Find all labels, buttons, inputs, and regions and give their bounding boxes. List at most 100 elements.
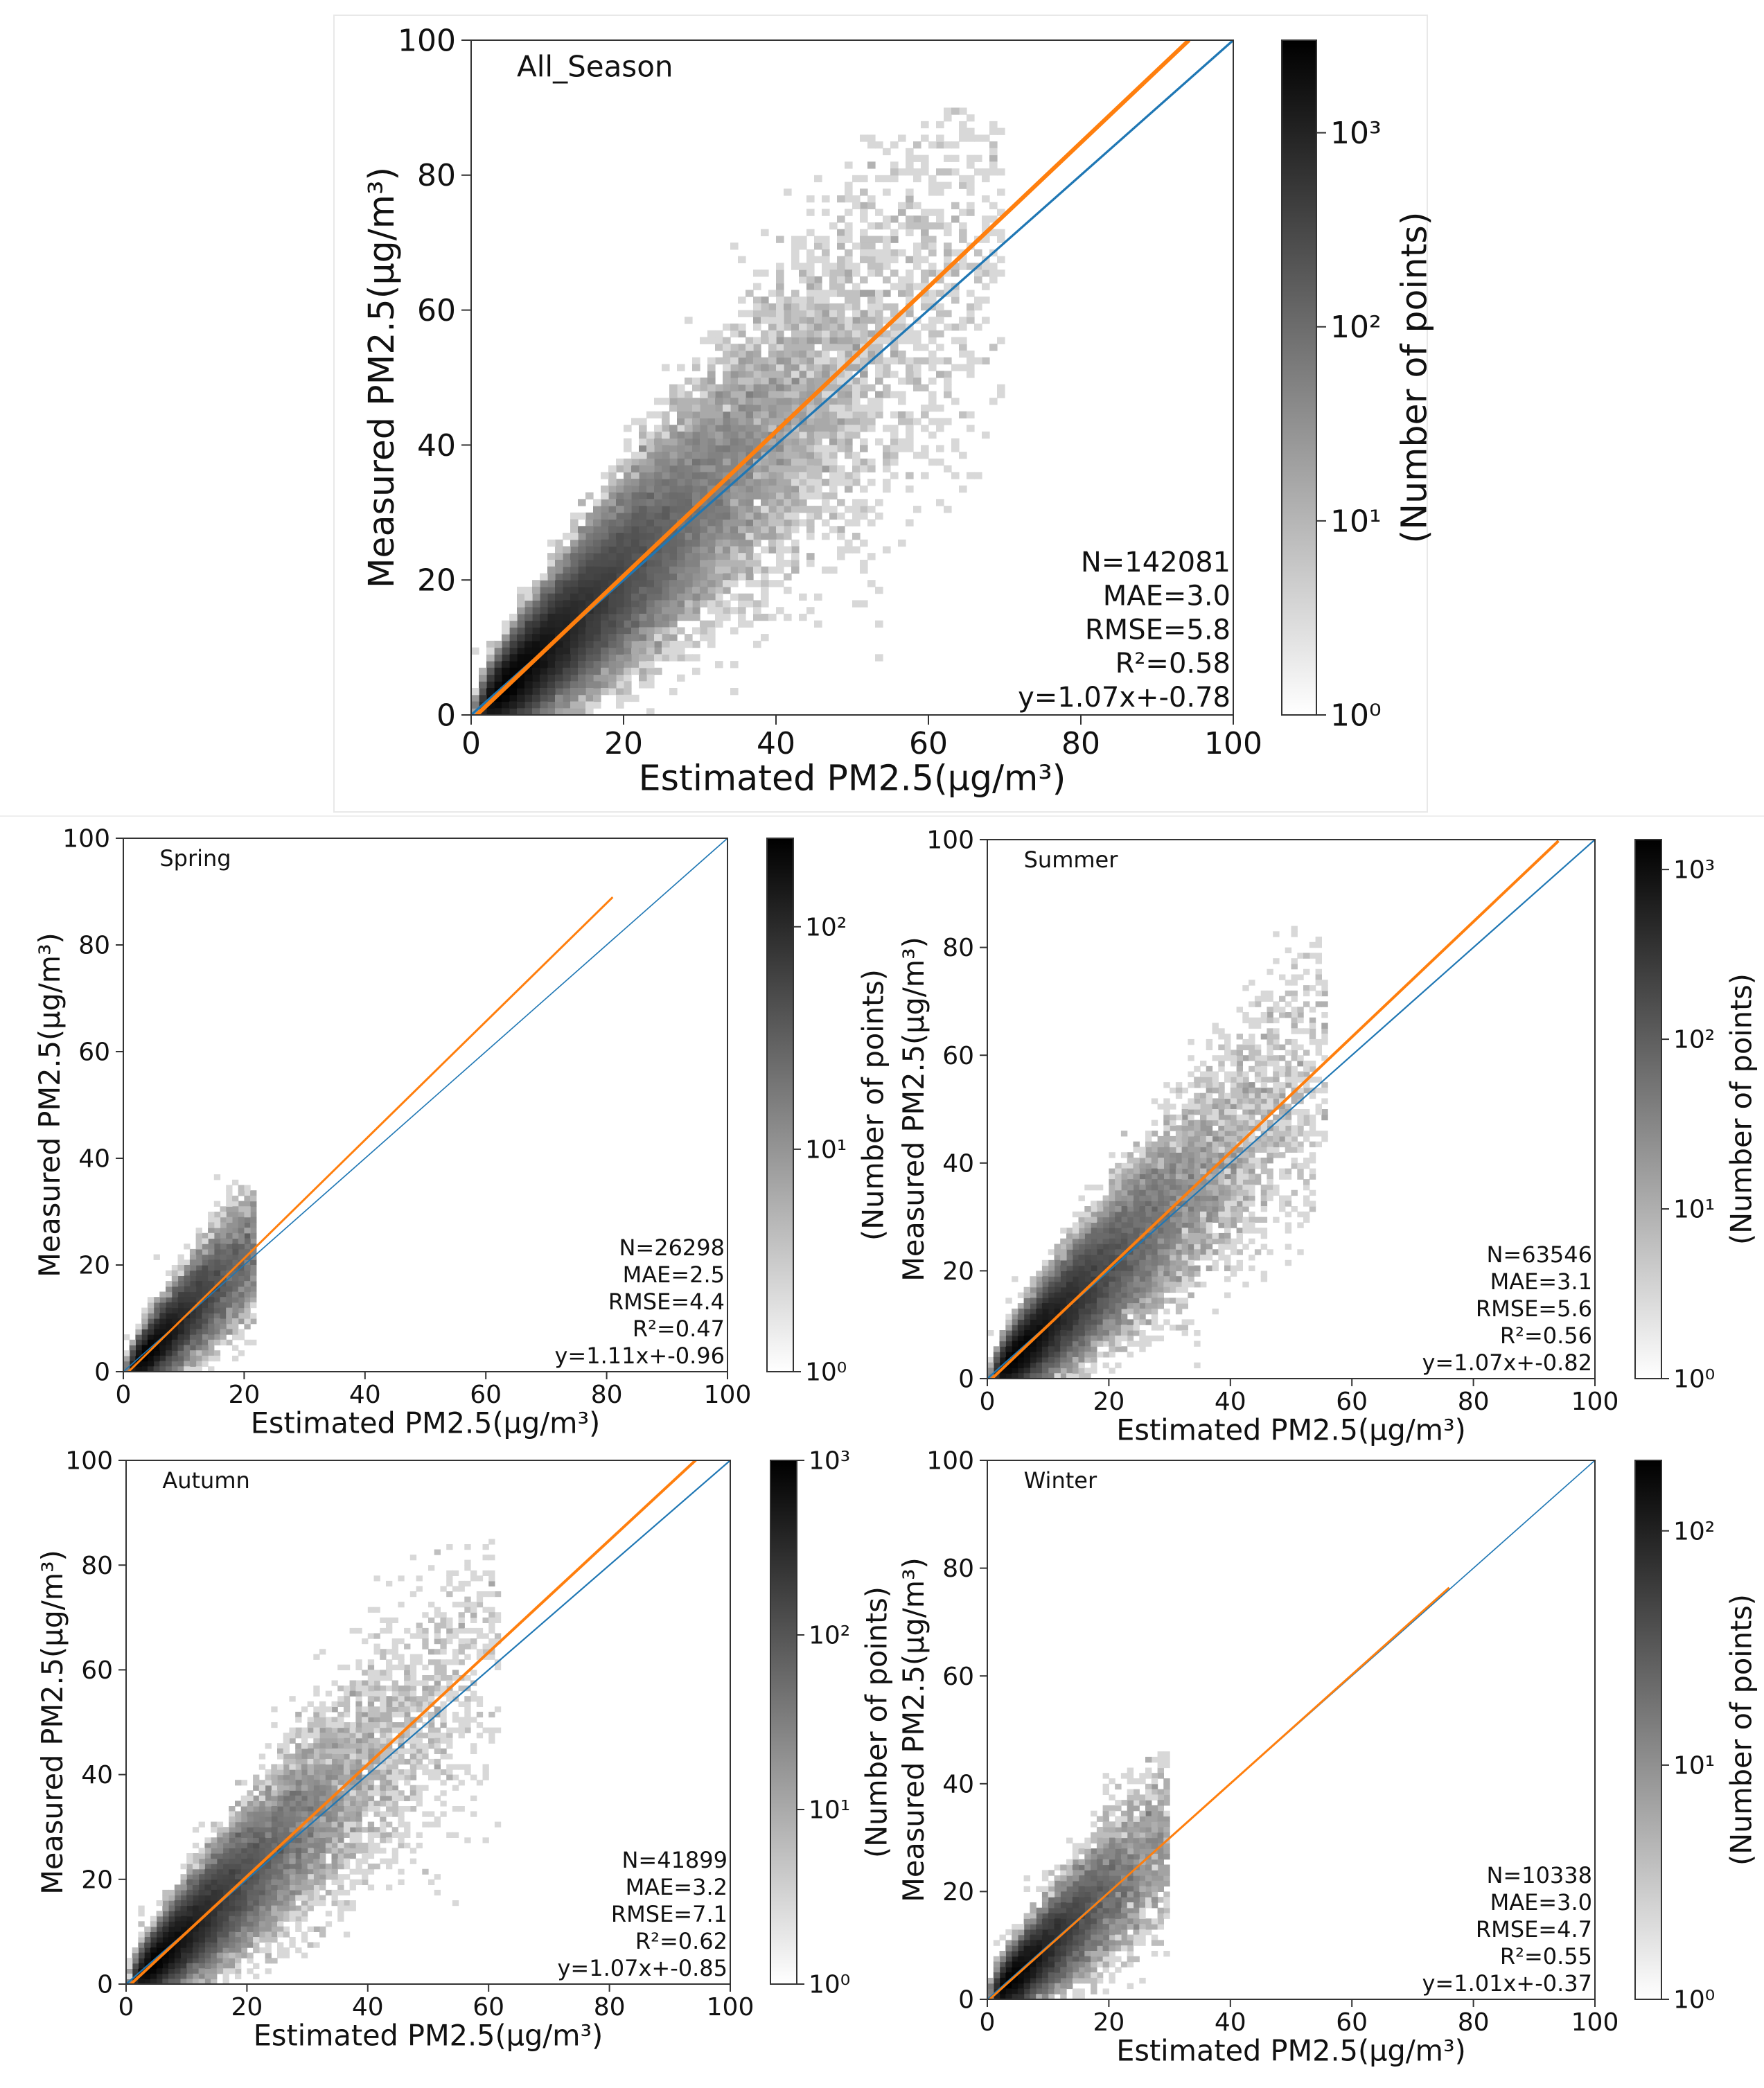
density-cell (1139, 1152, 1146, 1158)
density-cell (1078, 1356, 1085, 1363)
density-cell (398, 1790, 405, 1796)
density-cell (1218, 1082, 1225, 1088)
density-cell (715, 344, 723, 351)
density-cell (738, 607, 746, 614)
density-cell (852, 519, 861, 527)
density-cell (189, 1281, 197, 1287)
density-cell (837, 526, 845, 533)
density-cell (1036, 1352, 1043, 1358)
density-cell (1212, 1249, 1219, 1255)
density-cell (1242, 1141, 1249, 1148)
density-cell (547, 566, 556, 574)
density-cell (852, 378, 861, 385)
density-cell (1170, 1195, 1176, 1201)
density-cell (799, 263, 807, 270)
density-cell (1127, 1352, 1134, 1358)
density-cell (852, 324, 861, 331)
density-cell (845, 546, 853, 554)
density-cell (1212, 1131, 1219, 1137)
density-cell (244, 1291, 251, 1298)
density-cell (331, 1753, 338, 1760)
density-cell (1157, 1298, 1164, 1304)
density-cell (240, 1853, 247, 1859)
density-cell (616, 661, 624, 669)
density-cell (608, 492, 617, 499)
density-cell (253, 1827, 260, 1833)
density-cell (135, 1345, 142, 1351)
density-cell (1139, 1282, 1146, 1288)
density-cell (692, 485, 700, 493)
density-cell (723, 560, 731, 567)
density-cell (216, 1958, 224, 1964)
density-cell (211, 1853, 218, 1859)
density-cell (677, 485, 685, 493)
density-cell (646, 600, 655, 608)
density-cell (776, 378, 784, 385)
density-cell (195, 1275, 202, 1282)
density-cell (1297, 1174, 1304, 1180)
density-cell (1054, 1373, 1061, 1379)
density-cell (845, 188, 853, 196)
density-cell (195, 1355, 202, 1362)
density-cell (509, 701, 518, 709)
density-cell (1230, 1265, 1237, 1271)
density-cell (1145, 1255, 1152, 1261)
density-cell (601, 634, 609, 642)
density-cell (1030, 1325, 1037, 1331)
density-cell (153, 1318, 160, 1325)
density-cell (1048, 1346, 1055, 1352)
density-cell (746, 290, 754, 297)
density-cell (174, 1921, 182, 1927)
density-cell (1120, 1222, 1128, 1228)
density-cell (822, 411, 830, 418)
density-cell (799, 337, 807, 344)
density-cell (585, 620, 594, 628)
density-cell (1109, 1276, 1115, 1282)
density-cell (1206, 1201, 1213, 1207)
density-cell (784, 391, 792, 398)
density-cell (446, 1591, 453, 1598)
density-cell (814, 384, 822, 391)
density-cell (1091, 1222, 1097, 1228)
density-cell (761, 485, 769, 493)
density-cell (768, 364, 777, 371)
density-cell (1096, 1325, 1104, 1331)
density-cell (608, 479, 617, 486)
density-cell (1054, 1368, 1061, 1374)
density-cell (1218, 1255, 1225, 1261)
density-cell (852, 195, 861, 203)
density-cell (1012, 1330, 1018, 1336)
density-cell (1078, 1249, 1085, 1255)
density-cell (204, 1895, 211, 1901)
density-cell (814, 337, 822, 344)
density-cell (1072, 1308, 1079, 1315)
density-cell (898, 398, 906, 405)
density-cell (1041, 1313, 1049, 1320)
density-cell (692, 425, 700, 432)
density-cell (999, 1346, 1006, 1352)
density-cell (936, 418, 944, 425)
density-cell (875, 378, 883, 385)
density-cell (1285, 1061, 1292, 1067)
density-cell (967, 411, 975, 418)
density-cell (232, 1281, 239, 1287)
density-cell (1260, 1244, 1268, 1250)
density-cell (1127, 1330, 1134, 1336)
density-cell (373, 1696, 380, 1702)
density-cell (624, 479, 632, 486)
density-cell (1200, 1114, 1207, 1121)
density-cell (791, 357, 800, 365)
density-cell (1139, 1276, 1146, 1282)
density-cell (928, 141, 937, 149)
density-cell (1212, 1109, 1219, 1115)
density-cell (723, 499, 731, 506)
density-cell (1151, 1120, 1158, 1126)
density-cell (1236, 1201, 1243, 1207)
density-cell (921, 161, 929, 169)
density-cell (213, 1259, 221, 1266)
density-cell (1036, 1335, 1043, 1342)
density-cell (1066, 1255, 1073, 1261)
density-cell (890, 269, 899, 277)
density-cell (1315, 953, 1322, 959)
density-cell (1170, 1201, 1176, 1207)
